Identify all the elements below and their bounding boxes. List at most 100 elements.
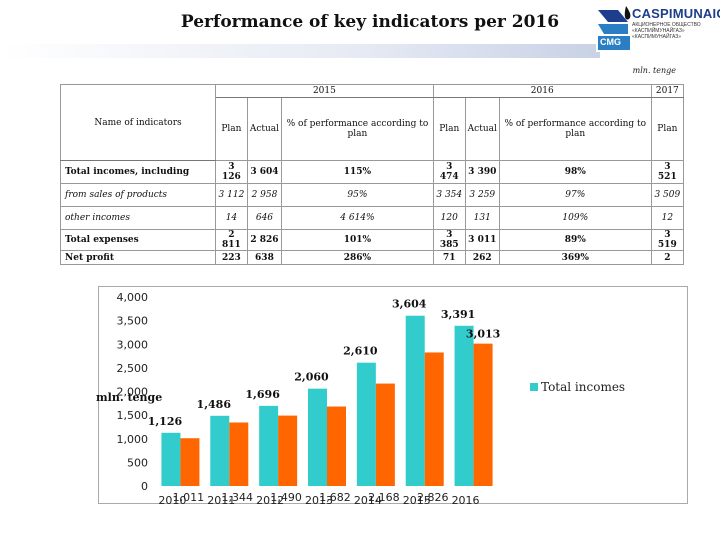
data-label: 1,126: [148, 415, 183, 428]
company-logo: [596, 4, 631, 52]
bar-series-2: [375, 383, 395, 486]
data-label: 1,011: [173, 491, 205, 504]
row-label: Total expenses: [60, 229, 216, 251]
table-row: Net profit 223 638 286% 71 262 369% 2: [60, 250, 685, 265]
table-cell: 120: [432, 206, 466, 230]
y-tick-label: 1,500: [117, 409, 149, 422]
bar-series-2: [180, 438, 200, 486]
table-row: Total incomes, including 3 126 3 604 115…: [60, 160, 685, 184]
table-cell: 2: [650, 250, 685, 265]
table-cell: 115%: [281, 160, 434, 184]
table-cell: 3 521: [650, 160, 685, 184]
table-cell: 2 826: [246, 229, 283, 251]
table-cell: 2 811: [215, 229, 248, 251]
x-tick-label: 2012: [256, 494, 284, 507]
name-header: Name of indicators: [60, 84, 216, 161]
x-tick-label: 2011: [207, 494, 235, 507]
data-label: 1,486: [197, 398, 232, 411]
bar-series-2: [278, 415, 298, 486]
x-tick-label: 2010: [158, 494, 186, 507]
table-cell: 89%: [498, 229, 652, 251]
legend-entry: Total incomes: [541, 380, 626, 394]
bar-total-incomes: [161, 432, 181, 486]
table-cell: 223: [215, 250, 248, 265]
data-label: 3,604: [392, 298, 427, 311]
bar-total-incomes: [210, 415, 230, 486]
table-cell: 95%: [281, 183, 434, 207]
row-label: Net profit: [60, 250, 216, 265]
subheader-actual: Actual: [246, 97, 283, 161]
y-tick-label: 1,000: [117, 433, 149, 446]
x-tick-label: 2016: [452, 494, 480, 507]
data-label: 3,391: [441, 308, 475, 321]
logo-abbr: CMG: [600, 37, 621, 47]
table-cell: 3 519: [650, 229, 685, 251]
table-row: other incomes 14 646 4 614% 120 131 109%…: [60, 206, 685, 230]
row-label: other incomes: [60, 206, 216, 230]
subheader-performance: % of performance according to plan: [498, 97, 652, 161]
table-cell: 3 011: [464, 229, 500, 251]
y-axis-label: mln. tenge: [96, 391, 163, 404]
table-cell: 3 385: [432, 229, 466, 251]
page-title: Performance of key indicators per 2016: [180, 12, 560, 32]
y-tick-label: 4,000: [117, 291, 149, 304]
table-cell: 14: [215, 206, 248, 230]
table-cell: 98%: [498, 160, 652, 184]
y-tick-label: 3,000: [117, 338, 149, 351]
data-label: 2,826: [417, 491, 449, 504]
subheader-plan: Plan: [650, 97, 685, 161]
y-tick-label: 500: [127, 456, 148, 469]
bar-series-2: [229, 422, 249, 486]
bar-series-2: [327, 406, 346, 486]
table-cell: 109%: [498, 206, 652, 230]
bar-series-2: [424, 352, 444, 486]
x-tick-label: 2013: [305, 494, 333, 507]
table-cell: 3 112: [215, 183, 248, 207]
data-label: 2,060: [294, 371, 329, 384]
unit-note: mln. tenge: [632, 66, 676, 75]
row-label: Total incomes, including: [60, 160, 216, 184]
subheader-plan: Plan: [432, 97, 466, 161]
table-cell: 3 354: [432, 183, 466, 207]
table-cell: 12: [650, 206, 685, 230]
bar-chart: 0 500 1,000 1,500 2,000 2,500 3,000 3,500 4,000 1…: [117, 291, 501, 507]
table-cell: 3 126: [215, 160, 248, 184]
table-cell: 262: [464, 250, 500, 265]
subheader-performance: % of performance according to plan: [281, 97, 434, 161]
logo-subtitle: АКЦИОНЕРНОЕ ОБЩЕСТВО «КАСПИЙМУНАЙГАЗ» «К…: [632, 22, 701, 40]
bar-total-incomes: [308, 388, 327, 486]
table-row: from sales of products 3 112 2 958 95% 3…: [60, 183, 685, 207]
table-cell: 3 474: [432, 160, 466, 184]
data-label: 3,013: [466, 328, 500, 341]
x-tick-label: 2014: [354, 494, 382, 507]
data-label: 1,490: [270, 491, 302, 504]
data-label: 2,168: [368, 491, 400, 504]
legend-swatch: [530, 383, 538, 391]
y-tick-label: 2,000: [117, 386, 149, 399]
data-label: 1,696: [245, 388, 280, 401]
table-cell: 646: [246, 206, 283, 230]
y-tick-label: 3,500: [117, 315, 149, 328]
table-cell: 71: [432, 250, 466, 265]
table-cell: 2 958: [246, 183, 283, 207]
legend: Total incomes: [530, 380, 625, 394]
logo-name: CASPIMUNAIGAS: [632, 6, 720, 21]
group-header-2015: 2015: [215, 84, 434, 98]
table-cell: 3 390: [464, 160, 500, 184]
header-stripe: [0, 44, 600, 58]
indicators-table: Name of indicators 2015 2016 2017 Plan A…: [60, 84, 685, 265]
bar-series-2: [473, 343, 493, 486]
bar-total-incomes: [454, 325, 474, 486]
table-cell: 97%: [498, 183, 652, 207]
bar-total-incomes: [259, 405, 279, 486]
table-cell: 369%: [498, 250, 652, 265]
data-label: 1,682: [319, 491, 351, 504]
table-cell: 286%: [281, 250, 434, 265]
table-cell: 131: [464, 206, 500, 230]
table-cell: 3 259: [464, 183, 500, 207]
bar-total-incomes: [405, 315, 425, 486]
table-cell: 3 604: [246, 160, 283, 184]
y-tick-label: 0: [141, 480, 148, 493]
y-tick-label: 2,500: [117, 362, 149, 375]
subheader-plan: Plan: [215, 97, 248, 161]
